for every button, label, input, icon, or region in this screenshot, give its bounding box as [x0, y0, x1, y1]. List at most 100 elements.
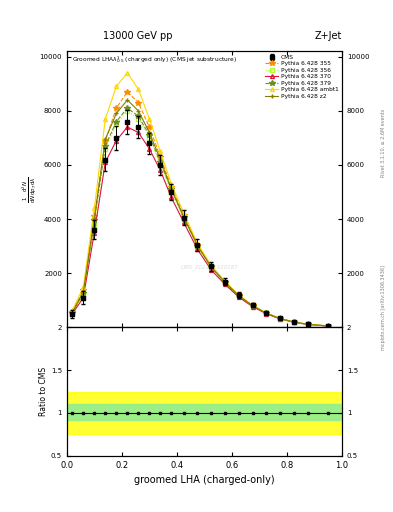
Pythia 6.428 ambt1: [92, 205, 97, 211]
Pythia 6.428 z2: [250, 303, 255, 309]
Pythia 6.428 355: [305, 321, 310, 327]
Pythia 6.428 379: [195, 243, 200, 249]
Pythia 6.428 356: [222, 280, 227, 286]
Legend: CMS, Pythia 6.428 355, Pythia 6.428 356, Pythia 6.428 370, Pythia 6.428 379, Pyt: CMS, Pythia 6.428 355, Pythia 6.428 356,…: [263, 52, 341, 101]
Pythia 6.428 355: [326, 323, 331, 329]
Pythia 6.428 ambt1: [326, 323, 331, 329]
Pythia 6.428 379: [182, 214, 186, 220]
Pythia 6.428 355: [136, 99, 141, 105]
Pythia 6.428 355: [209, 264, 214, 270]
Pythia 6.428 ambt1: [264, 310, 269, 316]
Pythia 6.428 356: [169, 189, 174, 195]
Pythia 6.428 356: [195, 244, 200, 250]
Pythia 6.428 379: [136, 113, 141, 119]
Pythia 6.428 ambt1: [158, 148, 163, 155]
Pythia 6.428 379: [305, 321, 310, 327]
Pythia 6.428 356: [250, 303, 255, 309]
Pythia 6.428 370: [92, 229, 97, 236]
Pythia 6.428 z2: [278, 315, 283, 322]
Pythia 6.428 z2: [222, 279, 227, 285]
Pythia 6.428 z2: [182, 214, 186, 220]
Pythia 6.428 356: [326, 323, 331, 329]
Line: Pythia 6.428 379: Pythia 6.428 379: [70, 105, 331, 329]
Pythia 6.428 379: [70, 310, 75, 316]
Pythia 6.428 370: [169, 195, 174, 201]
Pythia 6.428 379: [92, 218, 97, 224]
Pythia 6.428 370: [237, 294, 241, 300]
Pythia 6.428 379: [158, 159, 163, 165]
Text: Rivet 3.1.10, ≥ 2.6M events: Rivet 3.1.10, ≥ 2.6M events: [381, 109, 386, 178]
Pythia 6.428 379: [264, 310, 269, 316]
Pythia 6.428 z2: [125, 97, 130, 103]
Pythia 6.428 370: [182, 219, 186, 225]
Pythia 6.428 355: [250, 303, 255, 309]
Pythia 6.428 356: [81, 292, 86, 298]
Pythia 6.428 379: [147, 132, 152, 138]
Pythia 6.428 z2: [103, 136, 108, 142]
Line: Pythia 6.428 356: Pythia 6.428 356: [71, 109, 330, 328]
Pythia 6.428 356: [264, 310, 269, 316]
Pythia 6.428 370: [81, 294, 86, 301]
Pythia 6.428 379: [278, 315, 283, 322]
Pythia 6.428 370: [125, 124, 130, 130]
Pythia 6.428 379: [222, 280, 227, 286]
Pythia 6.428 356: [136, 116, 141, 122]
Pythia 6.428 356: [147, 135, 152, 141]
Pythia 6.428 379: [81, 290, 86, 296]
Pythia 6.428 355: [158, 154, 163, 160]
Text: mcplots.cern.ch [arXiv:1306.3436]: mcplots.cern.ch [arXiv:1306.3436]: [381, 265, 386, 350]
Pythia 6.428 370: [147, 145, 152, 152]
Pythia 6.428 ambt1: [209, 262, 214, 268]
Pythia 6.428 355: [70, 309, 75, 315]
Pythia 6.428 ambt1: [147, 116, 152, 122]
Pythia 6.428 370: [136, 130, 141, 136]
Text: CMS_2021_I1920187: CMS_2021_I1920187: [181, 264, 239, 269]
Pythia 6.428 ambt1: [114, 83, 119, 90]
Pythia 6.428 370: [305, 322, 310, 328]
Text: Z+Jet: Z+Jet: [314, 31, 342, 41]
Line: Pythia 6.428 355: Pythia 6.428 355: [70, 89, 331, 329]
Pythia 6.428 356: [182, 216, 186, 222]
Pythia 6.428 355: [147, 124, 152, 130]
Pythia 6.428 379: [209, 264, 214, 270]
Pythia 6.428 370: [114, 138, 119, 144]
Pythia 6.428 z2: [209, 264, 214, 270]
Pythia 6.428 355: [169, 183, 174, 189]
Line: Pythia 6.428 370: Pythia 6.428 370: [70, 125, 330, 328]
Pythia 6.428 z2: [136, 108, 141, 114]
Pythia 6.428 355: [278, 315, 283, 322]
Pythia 6.428 355: [222, 279, 227, 285]
Line: Pythia 6.428 ambt1: Pythia 6.428 ambt1: [70, 71, 330, 328]
Pythia 6.428 z2: [158, 157, 163, 163]
Pythia 6.428 379: [292, 319, 296, 325]
Pythia 6.428 355: [81, 287, 86, 293]
Pythia 6.428 379: [125, 105, 130, 111]
Pythia 6.428 356: [158, 162, 163, 168]
Pythia 6.428 370: [158, 167, 163, 174]
Pythia 6.428 356: [70, 310, 75, 316]
Text: 13000 GeV pp: 13000 GeV pp: [103, 31, 172, 41]
Pythia 6.428 356: [305, 322, 310, 328]
Pythia 6.428 z2: [305, 321, 310, 327]
Pythia 6.428 ambt1: [278, 315, 283, 322]
Pythia 6.428 ambt1: [292, 319, 296, 325]
Pythia 6.428 z2: [81, 289, 86, 295]
Pythia 6.428 ambt1: [222, 278, 227, 284]
Pythia 6.428 ambt1: [81, 284, 86, 290]
Pythia 6.428 ambt1: [250, 302, 255, 308]
Pythia 6.428 ambt1: [136, 86, 141, 92]
Pythia 6.428 355: [264, 310, 269, 316]
Pythia 6.428 z2: [195, 243, 200, 249]
Pythia 6.428 ambt1: [195, 241, 200, 247]
Pythia 6.428 370: [103, 159, 108, 165]
Pythia 6.428 z2: [264, 310, 269, 316]
Pythia 6.428 z2: [114, 111, 119, 117]
Pythia 6.428 356: [278, 316, 283, 322]
Pythia 6.428 355: [125, 89, 130, 95]
Pythia 6.428 370: [326, 323, 331, 329]
Pythia 6.428 356: [114, 121, 119, 127]
Pythia 6.428 z2: [70, 309, 75, 315]
Pythia 6.428 356: [92, 222, 97, 228]
Pythia 6.428 ambt1: [237, 292, 241, 298]
Pythia 6.428 ambt1: [182, 210, 186, 216]
